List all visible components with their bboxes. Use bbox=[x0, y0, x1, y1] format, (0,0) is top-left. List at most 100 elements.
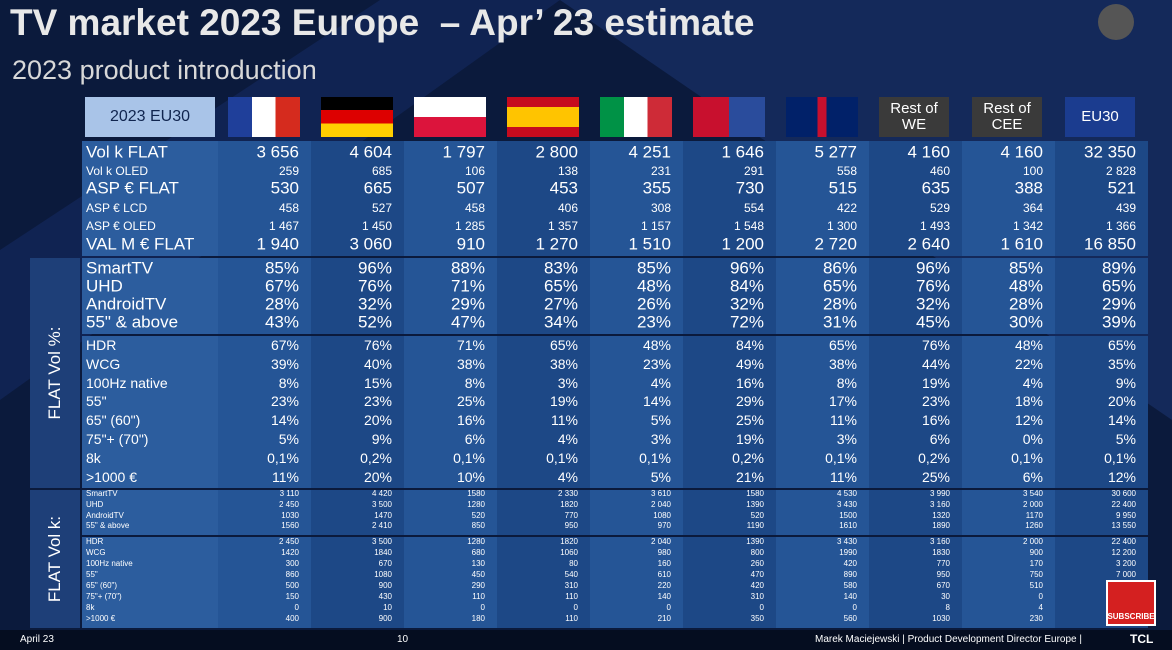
cell-value: 43% bbox=[264, 312, 299, 332]
cell-value: 15% bbox=[363, 375, 392, 391]
cell-value: 110 bbox=[565, 614, 578, 623]
cell-value: 1580 bbox=[746, 489, 764, 498]
cell-value: 530 bbox=[270, 178, 299, 198]
section-bg bbox=[962, 141, 1055, 256]
cell-value: 23% bbox=[363, 393, 392, 409]
cell-value: 665 bbox=[363, 178, 392, 198]
section-bg bbox=[311, 490, 404, 535]
cell-value: 0,1% bbox=[267, 450, 299, 466]
section-bg bbox=[404, 258, 497, 334]
cell-value: 85% bbox=[264, 258, 299, 278]
cell-value: 10% bbox=[456, 469, 485, 485]
cell-value: 470 bbox=[750, 570, 764, 579]
cell-value: 230 bbox=[1029, 614, 1043, 623]
cell-value: 80 bbox=[569, 559, 578, 568]
cell-value: 25% bbox=[921, 469, 950, 485]
cell-value: 350 bbox=[750, 614, 764, 623]
cell-value: 85% bbox=[636, 258, 671, 278]
section-bg bbox=[404, 141, 497, 256]
cell-value: 71% bbox=[456, 337, 485, 353]
section-bg bbox=[869, 258, 962, 334]
cell-value: 76% bbox=[915, 276, 950, 296]
cell-value: 1170 bbox=[1025, 511, 1043, 520]
section-bg bbox=[776, 490, 869, 535]
cell-value: 4 420 bbox=[371, 489, 392, 498]
cell-value: 11% bbox=[830, 412, 857, 428]
cell-value: 110 bbox=[472, 592, 485, 601]
cell-value: 0,1% bbox=[1011, 450, 1043, 466]
row-label: AndroidTV bbox=[86, 511, 124, 520]
column-header: Rest of CEE bbox=[972, 97, 1042, 137]
row-label: ASP € FLAT bbox=[86, 178, 179, 198]
cell-value: 2 828 bbox=[1105, 164, 1136, 178]
section-bg bbox=[683, 490, 776, 535]
row-label: 55" & above bbox=[86, 312, 179, 332]
section-bg bbox=[1055, 336, 1148, 488]
section-bg bbox=[404, 490, 497, 535]
cell-value: 580 bbox=[843, 581, 857, 590]
cell-value: 750 bbox=[1029, 570, 1043, 579]
cell-value: 27% bbox=[543, 294, 578, 314]
cell-value: 16 850 bbox=[1084, 234, 1136, 254]
row-label: ASP € OLED bbox=[86, 219, 156, 233]
cell-value: 290 bbox=[471, 581, 485, 590]
subscribe-button[interactable]: SUBSCRIBE bbox=[1106, 580, 1156, 626]
cell-value: 3 110 bbox=[279, 489, 299, 498]
cell-value: 900 bbox=[378, 581, 392, 590]
cell-value: 364 bbox=[1022, 201, 1043, 215]
cell-value: 422 bbox=[836, 201, 857, 215]
cell-value: 11% bbox=[830, 469, 857, 485]
cell-value: 520 bbox=[471, 511, 485, 520]
cell-value: 40% bbox=[363, 356, 392, 372]
side-label-bg bbox=[30, 258, 80, 488]
cell-value: 23% bbox=[270, 393, 299, 409]
cell-value: 30 600 bbox=[1111, 489, 1136, 498]
cell-value: 180 bbox=[471, 614, 485, 623]
cell-value: 3 160 bbox=[929, 500, 950, 509]
cell-value: 100 bbox=[1022, 164, 1043, 178]
cell-value: 14% bbox=[1107, 412, 1136, 428]
cell-value: 3 200 bbox=[1115, 559, 1136, 568]
cell-value: 2 720 bbox=[814, 234, 857, 254]
cell-value: 28% bbox=[264, 294, 299, 314]
section-bg bbox=[590, 490, 683, 535]
cell-value: 71% bbox=[450, 276, 485, 296]
cell-value: 1 157 bbox=[640, 219, 671, 233]
section-bg bbox=[311, 336, 404, 488]
cell-value: 730 bbox=[735, 178, 764, 198]
section-bg bbox=[218, 490, 311, 535]
section-bg bbox=[776, 537, 869, 628]
column-header: EU30 bbox=[1065, 97, 1135, 137]
cell-value: 2 040 bbox=[650, 537, 671, 546]
cell-value: 1 342 bbox=[1012, 219, 1043, 233]
cell-value: 21% bbox=[735, 469, 764, 485]
cell-value: 86% bbox=[822, 258, 857, 278]
footer-brand: TCL bbox=[1130, 632, 1154, 646]
cell-value: 14% bbox=[642, 393, 671, 409]
cell-value: 19% bbox=[549, 393, 578, 409]
cell-value: 106 bbox=[464, 164, 485, 178]
icon[interactable] bbox=[1098, 4, 1134, 40]
cell-value: 4 604 bbox=[349, 142, 392, 162]
cell-value: 1840 bbox=[374, 548, 392, 557]
cell-value: 140 bbox=[843, 592, 857, 601]
section-bg bbox=[683, 141, 776, 256]
cell-value: 8 bbox=[945, 603, 950, 612]
cell-value: 0,1% bbox=[453, 450, 485, 466]
cell-value: 3 500 bbox=[371, 500, 392, 509]
section-bg bbox=[1055, 258, 1148, 334]
cell-value: 850 bbox=[471, 521, 485, 530]
cell-value: 89% bbox=[1101, 258, 1136, 278]
cell-value: 38% bbox=[456, 356, 485, 372]
cell-value: 680 bbox=[471, 548, 485, 557]
row-label: 55" & above bbox=[86, 521, 130, 530]
cell-value: 0,2% bbox=[918, 450, 950, 466]
title: TV market 2023 Europe – Apr’ 23 estimate bbox=[10, 2, 755, 43]
section-bg bbox=[218, 336, 311, 488]
cell-value: 83% bbox=[543, 258, 578, 278]
cell-value: 23% bbox=[921, 393, 950, 409]
cell-value: 0,2% bbox=[732, 450, 764, 466]
cell-value: 22 400 bbox=[1111, 537, 1136, 546]
subtitle: 2023 product introduction bbox=[12, 55, 317, 85]
cell-value: 12% bbox=[1014, 412, 1043, 428]
